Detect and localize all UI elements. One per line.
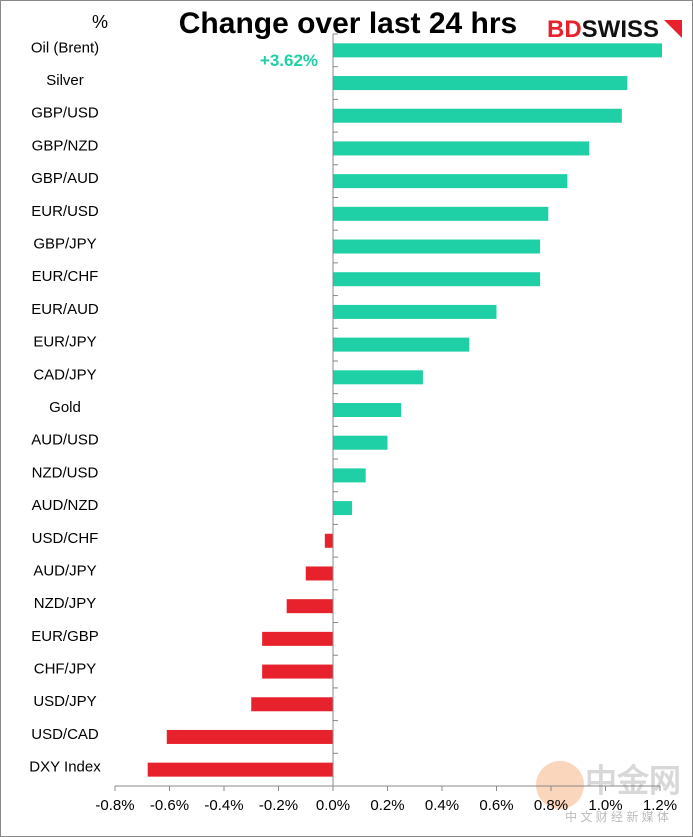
bar (333, 206, 549, 221)
bar (333, 272, 541, 287)
bar (262, 664, 333, 679)
bar (333, 468, 366, 483)
bar (324, 533, 333, 548)
bar (333, 141, 590, 156)
x-tick-label: 0.2% (370, 797, 404, 814)
y-tick-label: EUR/AUD (31, 301, 99, 318)
bar (333, 108, 622, 123)
brand-part: SWISS (582, 16, 659, 43)
x-tick-label: 1.2% (643, 797, 677, 814)
y-tick-label: GBP/AUD (31, 170, 99, 187)
y-tick-label: DXY Index (29, 759, 101, 776)
y-tick-label: EUR/JPY (33, 334, 96, 351)
x-tick-label: 1.0% (588, 797, 622, 814)
y-tick-label: EUR/CHF (32, 268, 99, 285)
chart-title: Change over last 24 hrs (179, 7, 517, 40)
y-tick-label: CHF/JPY (34, 661, 97, 678)
bar (286, 599, 333, 614)
x-tick-label: 0.8% (534, 797, 568, 814)
bar (251, 697, 333, 712)
bar (147, 762, 333, 777)
x-tick-label: 0.6% (479, 797, 513, 814)
x-tick-label: -0.8% (95, 797, 134, 814)
plot-area (147, 43, 662, 777)
y-tick-label: GBP/USD (31, 105, 99, 122)
brand-logo: BDSWISS (547, 16, 659, 43)
y-tick-label: Gold (49, 399, 81, 416)
y-tick-label: Silver (46, 72, 84, 89)
bar (333, 501, 353, 516)
bar (333, 304, 497, 319)
brand-mark (664, 20, 682, 38)
y-tick-label: Oil (Brent) (31, 39, 99, 56)
bar (333, 76, 628, 91)
x-tick-label: 0.0% (316, 797, 350, 814)
y-tick-label: CAD/JPY (33, 366, 96, 383)
bar (333, 43, 662, 58)
bar (333, 435, 388, 450)
bar (333, 174, 568, 189)
y-tick-label: USD/CHF (32, 530, 99, 547)
x-tick-label: -0.6% (150, 797, 189, 814)
y-tick-label: AUD/USD (31, 432, 99, 449)
watermark-sub: 中 文 财 经 新 媒 体 (565, 809, 669, 824)
y-tick-label: NZD/USD (32, 464, 99, 481)
bar (262, 631, 333, 646)
y-tick-label: GBP/NZD (32, 137, 99, 154)
value-label: +3.62% (260, 51, 318, 70)
watermark: 中金网 (585, 762, 681, 798)
bar (166, 729, 333, 744)
y-tick-label: EUR/USD (31, 203, 99, 220)
x-tick-label: 0.4% (425, 797, 459, 814)
bar (333, 337, 470, 352)
brand-part: BD (547, 16, 582, 43)
y-tick-label: AUD/JPY (33, 562, 96, 579)
y-tick-label: NZD/JPY (34, 595, 97, 612)
x-tick-label: -0.2% (259, 797, 298, 814)
bar (333, 403, 402, 417)
unit-label: % (92, 12, 108, 32)
bar (305, 566, 333, 581)
y-tick-label: USD/CAD (31, 726, 99, 743)
y-tick-label: AUD/NZD (32, 497, 99, 514)
x-tick-label: -0.4% (204, 797, 243, 814)
y-tick-label: USD/JPY (33, 693, 96, 710)
bar (333, 370, 423, 385)
y-tick-label: EUR/GBP (31, 628, 99, 645)
bar (333, 239, 541, 254)
watermark-icon (536, 761, 584, 809)
y-tick-label: GBP/JPY (33, 235, 96, 252)
